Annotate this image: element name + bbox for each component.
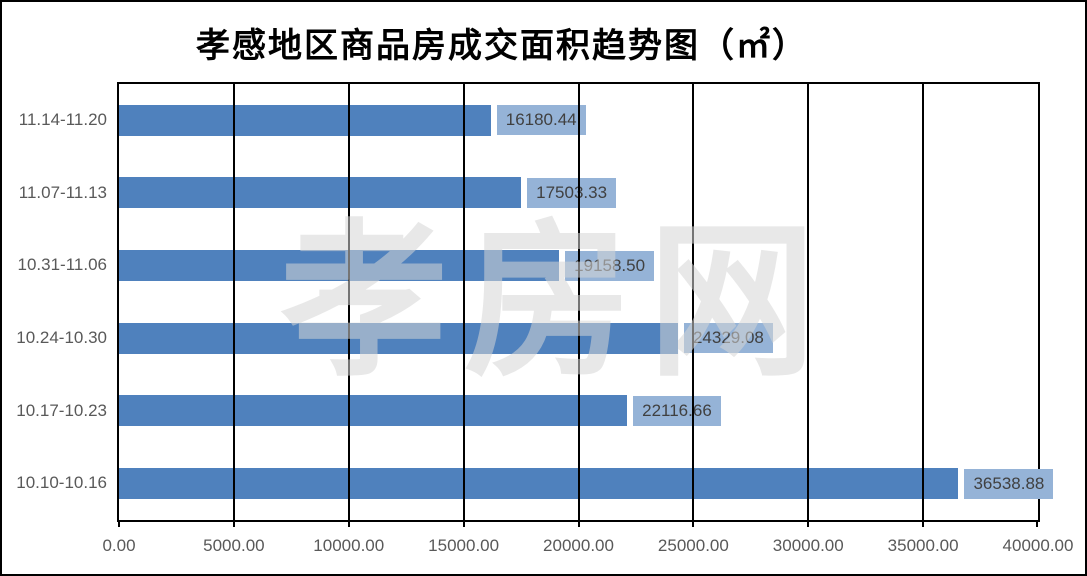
x-axis-tick-label: 30000.00 (772, 536, 844, 555)
bar-11.14-11.20 (119, 104, 491, 136)
gridline (692, 84, 695, 520)
value-label: 22116.66 (633, 395, 721, 426)
x-axis-tick-label: 0.00 (102, 536, 136, 555)
x-axis-tick-mark (807, 520, 810, 527)
bar-10.17-10.23 (119, 395, 628, 427)
bar-10.31-11.06 (119, 250, 560, 282)
x-axis-tick-label: 40000.00 (1002, 536, 1074, 555)
value-label: 19158.50 (565, 250, 655, 281)
bar-11.07-11.13 (119, 177, 522, 209)
value-label: 24329.08 (683, 323, 773, 354)
x-axis-tick-mark (462, 520, 465, 527)
chart-title: 孝感地区商品房成交面积趋势图（㎡） (196, 28, 808, 65)
x-axis-tick-mark (232, 520, 235, 527)
x-axis-tick-mark (922, 520, 925, 527)
gridline (462, 84, 465, 520)
gridline (232, 84, 235, 520)
category-label: 10.17-10.23 (16, 400, 107, 420)
bar-row: 17503.33 (119, 157, 1038, 230)
bar-10.24-10.30 (119, 322, 678, 354)
gridline (577, 84, 580, 520)
x-axis-tick-mark (1036, 520, 1038, 527)
x-axis-tick-label: 20000.00 (543, 536, 614, 555)
bar-row: 16180.44 (119, 84, 1038, 157)
value-label: 16180.44 (496, 105, 586, 136)
category-label: 10.24-10.30 (16, 328, 107, 347)
bar-row: 22116.66 (119, 375, 1038, 448)
gridline (807, 84, 810, 520)
x-axis-tick-label: 35000.00 (887, 536, 959, 555)
bar-10.10-10.16 (119, 468, 959, 500)
category-label: 10.10-10.16 (16, 473, 107, 493)
x-axis-tick-label: 10000.00 (313, 536, 385, 555)
x-axis-tick-mark (692, 520, 695, 527)
category-label: 11.07-11.13 (18, 182, 107, 202)
gridline (347, 84, 350, 520)
x-axis-tick-mark (118, 520, 120, 527)
category-label: 10.31-11.06 (17, 255, 107, 275)
bar-row: 24329.08 (119, 302, 1038, 375)
x-axis-tick-label: 15000.00 (428, 536, 500, 555)
x-axis-tick-label: 25000.00 (657, 536, 729, 555)
bar-row: 36538.88 (119, 447, 1054, 520)
x-axis-tick-label: 5000.00 (203, 536, 265, 555)
category-label: 11.14-11.20 (18, 110, 107, 129)
x-axis-tick-mark (577, 520, 580, 527)
plot-area: 0.00 5000.00 10000.00 15000.00 20000.00 25000… (102, 82, 1073, 555)
value-label: 17503.33 (527, 177, 617, 208)
bar-row: 19158.50 (119, 229, 1038, 302)
value-label: 36538.88 (964, 468, 1054, 499)
gridline (922, 84, 925, 520)
x-axis-tick-mark (347, 520, 350, 527)
